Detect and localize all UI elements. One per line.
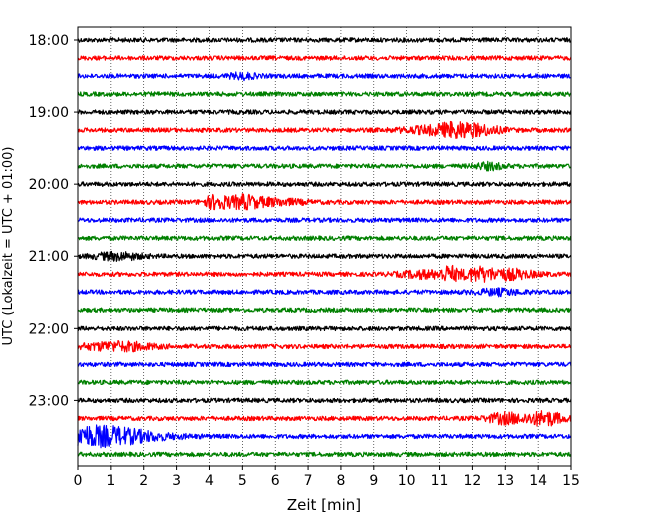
y-tick-label: 19:00 bbox=[29, 105, 69, 121]
y-tick-label: 23:00 bbox=[29, 393, 69, 409]
x-tick-label: 7 bbox=[304, 473, 313, 489]
x-tick-label: 0 bbox=[74, 473, 83, 489]
x-tick-label: 14 bbox=[529, 473, 547, 489]
trace-row-2300 bbox=[77, 397, 572, 404]
y-tick-label: 20:00 bbox=[29, 177, 69, 193]
grid-lines bbox=[110, 27, 539, 466]
trace-row-1900 bbox=[77, 109, 572, 115]
trace-row-2245 bbox=[77, 379, 572, 386]
trace-row-2330 bbox=[77, 424, 572, 449]
trace-row-2100 bbox=[77, 250, 572, 262]
x-tick-label: 2 bbox=[139, 473, 148, 489]
x-axis-ticks: 0 1 2 3 4 5 6 7 8 9 10 11 12 13 14 15 bbox=[74, 466, 580, 489]
trace-row-1815 bbox=[77, 55, 572, 61]
trace-row-2045 bbox=[77, 235, 572, 242]
x-tick-label: 1 bbox=[106, 473, 115, 489]
x-tick-label: 10 bbox=[398, 473, 416, 489]
trace-row-2215 bbox=[77, 340, 572, 353]
y-tick-label: 21:00 bbox=[29, 249, 69, 265]
x-tick-label: 4 bbox=[205, 473, 214, 489]
trace-row-1930 bbox=[77, 145, 572, 151]
trace-row-2115 bbox=[77, 264, 572, 283]
x-axis-label: Zeit [min] bbox=[287, 496, 361, 514]
trace-row-2200 bbox=[77, 325, 572, 332]
y-tick-label: 22:00 bbox=[29, 321, 69, 337]
trace-row-1915 bbox=[77, 120, 572, 140]
trace-row-2315 bbox=[77, 410, 572, 427]
trace-row-2000 bbox=[77, 181, 572, 187]
x-tick-label: 3 bbox=[172, 473, 181, 489]
trace-row-1845 bbox=[77, 91, 572, 97]
x-tick-label: 8 bbox=[336, 473, 345, 489]
x-tick-label: 12 bbox=[463, 473, 481, 489]
x-tick-label: 11 bbox=[431, 473, 449, 489]
trace-row-2030 bbox=[77, 217, 572, 223]
trace-row-2145 bbox=[77, 307, 572, 314]
y-tick-label: 18:00 bbox=[29, 33, 69, 49]
x-tick-label: 13 bbox=[496, 473, 514, 489]
traces bbox=[77, 37, 572, 458]
trace-row-2130 bbox=[77, 287, 572, 298]
trace-row-2345 bbox=[77, 451, 572, 458]
x-tick-label: 6 bbox=[271, 473, 280, 489]
trace-row-2015 bbox=[77, 193, 572, 211]
trace-row-2230 bbox=[77, 361, 572, 368]
x-tick-label: 5 bbox=[238, 473, 247, 489]
trace-row-1830 bbox=[77, 71, 572, 82]
x-tick-label: 9 bbox=[369, 473, 378, 489]
y-axis-ticks: 18:00 19:00 20:00 21:00 22:00 23:00 bbox=[29, 33, 78, 409]
trace-row-1800 bbox=[77, 37, 572, 43]
x-tick-label: 15 bbox=[562, 473, 580, 489]
plot-frame bbox=[77, 26, 572, 467]
y-axis-label: UTC (Lokalzeit = UTC + 01:00) bbox=[1, 147, 16, 346]
trace-row-1945 bbox=[77, 160, 572, 172]
